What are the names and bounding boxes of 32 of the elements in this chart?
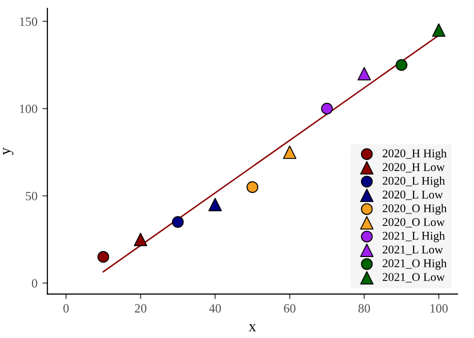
legend-label: 2021_O Low xyxy=(382,273,445,282)
y-tick-label: 50 xyxy=(26,192,38,200)
legend-label: 2020_H Low xyxy=(382,163,445,172)
y-axis-title: y xyxy=(3,147,14,155)
point xyxy=(134,232,148,246)
y-tick-label: 100 xyxy=(20,104,38,114)
y-tick-label: 0 xyxy=(32,279,38,288)
point xyxy=(282,146,296,159)
x-tick-label: 20 xyxy=(134,304,146,313)
legend-label: 2021_O High xyxy=(382,258,447,270)
legend-label: 2020_H High xyxy=(382,148,447,160)
legend-label: 2020_O Low xyxy=(382,218,445,228)
x-tick-label: 80 xyxy=(358,304,370,313)
legend-label: 2021_L Low xyxy=(382,246,444,255)
point xyxy=(321,102,333,114)
point xyxy=(97,251,110,263)
point xyxy=(172,216,184,228)
x-tick-label: 40 xyxy=(209,304,221,313)
x-tick-label: 0 xyxy=(63,304,69,313)
legend-label: 2021_L High xyxy=(382,231,445,242)
legend-label: 2020_O High xyxy=(382,204,447,215)
x-tick-label: 100 xyxy=(430,304,448,313)
y-tick-label: 150 xyxy=(20,17,38,26)
point xyxy=(396,59,408,71)
x-axis-title: x xyxy=(248,324,256,332)
x-tick-label: 60 xyxy=(284,304,296,313)
legend-label: 2020_L Low xyxy=(382,190,444,200)
point xyxy=(246,181,258,193)
point xyxy=(358,67,371,80)
point xyxy=(432,23,446,37)
point xyxy=(208,198,222,212)
legend-label: 2020_L High xyxy=(382,176,445,188)
